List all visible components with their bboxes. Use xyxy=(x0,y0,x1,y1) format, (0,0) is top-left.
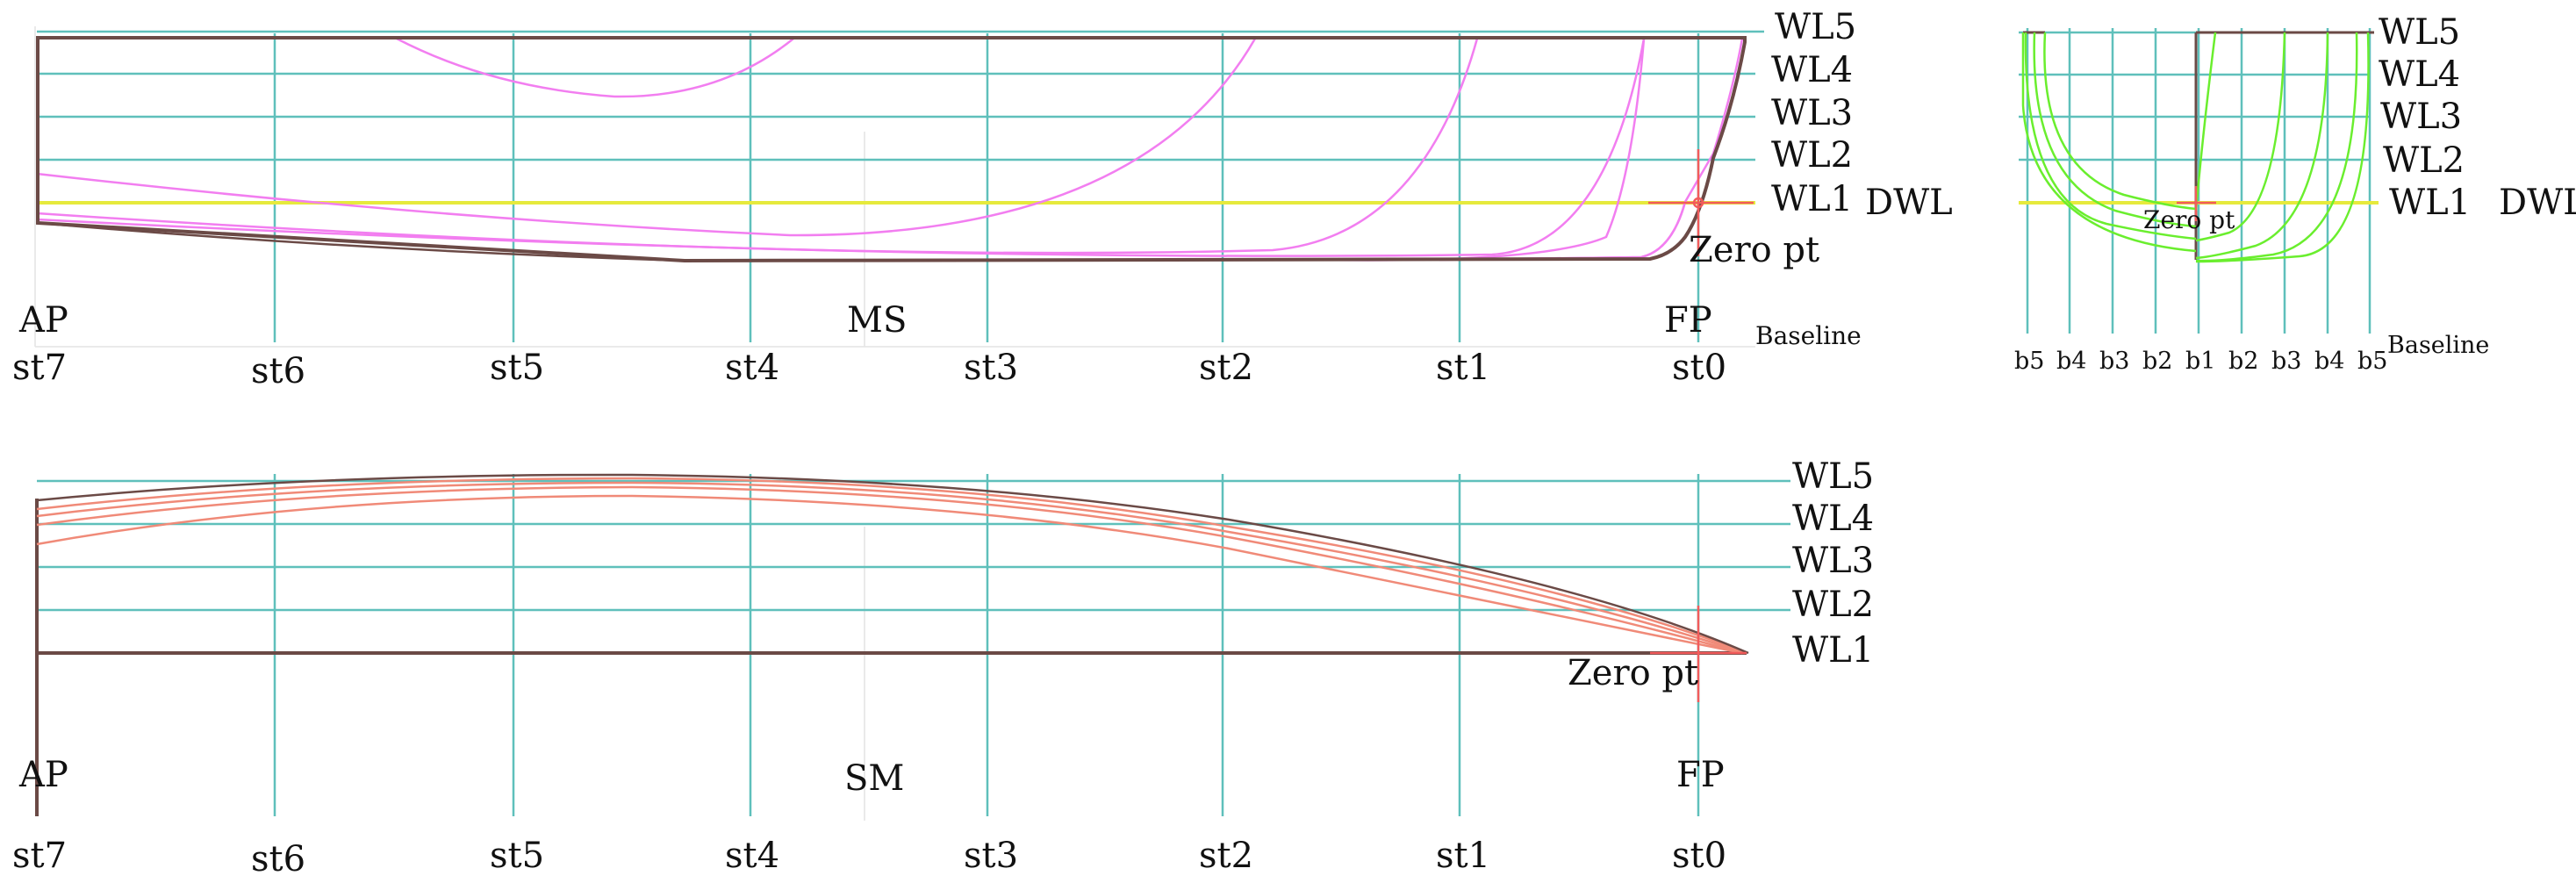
half-breadth-station-label: st5 xyxy=(490,836,544,876)
profile-wl1-label: WL1 xyxy=(1771,179,1853,219)
half-breadth-station-label: st2 xyxy=(1199,836,1253,876)
half-breadth-sm-label: SM xyxy=(844,758,904,799)
profile-section-curves xyxy=(36,37,1744,262)
body-plan-fwd-sections xyxy=(2194,32,2370,263)
profile-curve xyxy=(36,38,1646,257)
buttock-label: b5 xyxy=(2357,348,2387,375)
half-breadth-view: WL5 WL4 WL3 WL2 WL1 Zero pt AP SM FP st7… xyxy=(12,456,1874,879)
half-breadth-station-label: st0 xyxy=(1672,836,1726,876)
body-section-curve xyxy=(2194,32,2217,212)
body-section-curve xyxy=(2195,32,2370,263)
profile-dwl-label: DWL xyxy=(1865,183,1953,223)
profile-curve xyxy=(36,38,1257,237)
half-breadth-zero-pt-label: Zero pt xyxy=(1568,653,1698,693)
profile-wl4-label: WL4 xyxy=(1771,50,1853,90)
buttock-label: b1 xyxy=(2185,348,2215,375)
body-section-curve xyxy=(2195,32,2329,260)
profile-station-label: st4 xyxy=(725,348,779,388)
body-section-curve xyxy=(2024,32,2197,240)
body-plan-view: WL5 WL4 WL3 WL2 WL1 DWL Zero pt Baseline… xyxy=(2014,12,2576,375)
profile-wl2-label: WL2 xyxy=(1771,135,1853,176)
profile-zero-pt-label: Zero pt xyxy=(1689,230,1819,270)
body-plan-wl2-label: WL2 xyxy=(2383,140,2465,181)
body-section-curve xyxy=(2043,32,2197,211)
body-plan-wl4-label: WL4 xyxy=(2379,54,2460,95)
profile-wl5-label: WL5 xyxy=(1775,7,1856,47)
profile-keel-line xyxy=(37,221,685,262)
body-plan-zero-point-marker xyxy=(2177,186,2216,221)
buttock-label: b5 xyxy=(2014,348,2044,375)
profile-hull-outline xyxy=(36,36,1747,263)
half-breadth-station-label: st6 xyxy=(251,839,305,879)
half-breadth-wl2-label: WL2 xyxy=(1792,585,1874,625)
buttock-label: b2 xyxy=(2228,348,2258,375)
half-breadth-station-label: st3 xyxy=(964,836,1018,876)
body-section-curve xyxy=(2021,32,2197,253)
half-breadth-wl5-label: WL5 xyxy=(1792,456,1874,497)
profile-zero-point-marker xyxy=(1648,149,1754,256)
body-plan-aft-sections xyxy=(2021,32,2197,253)
buttock-label: b2 xyxy=(2142,348,2172,375)
profile-fp-label: FP xyxy=(1664,300,1712,341)
half-breadth-wl3-label: WL3 xyxy=(1792,541,1874,581)
profile-station-label: st5 xyxy=(490,348,544,388)
profile-baseline-label: Baseline xyxy=(1755,321,1862,350)
waterline-curve xyxy=(36,494,1743,655)
waterline-curve xyxy=(36,477,1747,655)
profile-curve xyxy=(1439,201,1687,262)
half-breadth-station-label: st1 xyxy=(1436,836,1490,876)
profile-station-label: st0 xyxy=(1672,348,1726,388)
profile-curve xyxy=(36,38,1479,255)
buttock-label: b4 xyxy=(2314,348,2344,375)
body-plan-dwl-label: DWL xyxy=(2499,183,2576,223)
profile-view: WL5 WL4 WL3 WL2 WL1 DWL Zero pt AP MS FP… xyxy=(12,7,1953,391)
profile-station-lines xyxy=(273,33,1700,342)
buttock-label: b3 xyxy=(2271,348,2301,375)
profile-station-label: st3 xyxy=(964,348,1018,388)
buttock-label: b4 xyxy=(2056,348,2086,375)
profile-station-label: st1 xyxy=(1436,348,1490,388)
body-plan-wl1-label: WL1 xyxy=(2389,183,2471,223)
body-plan-wl5-label: WL5 xyxy=(2379,12,2460,53)
profile-station-label: st7 xyxy=(12,348,67,388)
profile-station-label: st6 xyxy=(251,351,305,391)
profile-curve xyxy=(1316,38,1646,262)
half-breadth-ap-label: AP xyxy=(18,755,68,795)
profile-ms-label: MS xyxy=(847,300,907,341)
waterline-curve xyxy=(36,485,1743,655)
buttock-label: b3 xyxy=(2099,348,2129,375)
half-breadth-station-label: st4 xyxy=(725,836,779,876)
body-plan-zero-pt-label: Zero pt xyxy=(2143,205,2235,234)
profile-station-label: st2 xyxy=(1199,348,1253,388)
half-breadth-wl1-label: WL1 xyxy=(1792,630,1874,671)
deck-edge-curve xyxy=(36,473,1749,655)
half-breadth-waterline-curves xyxy=(36,477,1747,655)
half-breadth-station-lines xyxy=(273,474,1700,816)
body-section-curve xyxy=(2033,32,2197,228)
half-breadth-fp-label: FP xyxy=(1676,755,1725,795)
body-section-curve xyxy=(2195,32,2286,242)
half-breadth-zero-point-marker xyxy=(1650,606,1747,702)
profile-wl3-label: WL3 xyxy=(1771,93,1853,133)
body-plan-wl3-label: WL3 xyxy=(2380,97,2462,137)
profile-waterline-lines xyxy=(37,30,1764,161)
body-plan-baseline-label: Baseline xyxy=(2387,332,2489,359)
waterline-curve xyxy=(36,481,1746,655)
half-breadth-wl4-label: WL4 xyxy=(1792,499,1874,539)
half-breadth-waterline-lines xyxy=(37,479,1790,612)
profile-ap-label: AP xyxy=(18,300,68,341)
profile-curve xyxy=(396,37,794,98)
half-breadth-station-label: st7 xyxy=(12,836,67,876)
